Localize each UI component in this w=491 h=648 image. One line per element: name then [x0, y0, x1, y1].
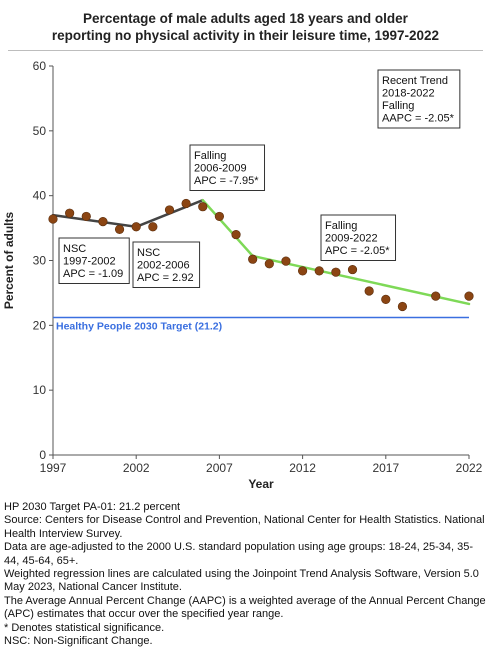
- annotation-nsc-2002-2006-line: NSC: [137, 247, 160, 259]
- data-point: [431, 291, 441, 301]
- footnote-regression: Weighted regression lines are calculated…: [4, 568, 479, 594]
- x-tick-label: 2002: [123, 461, 150, 475]
- annotation-nsc-2002-2006-line: APC = 2.92: [137, 272, 194, 284]
- annotation-nsc-2002-2006-line: 2002-2006: [137, 260, 190, 272]
- data-point: [381, 294, 391, 305]
- annotation-nsc-1997-2002-line: APC = -1.09: [63, 268, 123, 280]
- trend-segment-3: [201, 198, 254, 258]
- footnote-age-adjust: Data are age-adjusted to the 2000 U.S. s…: [4, 541, 474, 567]
- y-tick-label: 60: [33, 59, 47, 73]
- y-tick-label: 0: [39, 448, 46, 462]
- annotation-falling-2009-2022-line: Falling: [325, 220, 357, 232]
- data-point: [264, 259, 274, 269]
- chart-title-line-2: reporting no physical activity in their …: [51, 28, 440, 43]
- x-tick-label: 2017: [372, 461, 399, 475]
- footnote-nsc: NSC: Non-Significant Change.: [4, 635, 153, 648]
- annotation-recent-trend-line: AAPC = -2.05*: [382, 113, 455, 125]
- data-point: [48, 214, 58, 224]
- annotation-falling-2009-2022-frame: [320, 214, 397, 261]
- data-point: [164, 205, 175, 215]
- annotation-recent-trend-frame: [377, 69, 461, 129]
- data-point: [397, 301, 408, 312]
- data-point: [214, 211, 224, 222]
- y-tick-label: 20: [33, 318, 47, 332]
- data-point: [464, 291, 474, 301]
- footnote-aapc: The Average Annual Percent Change (AAPC)…: [4, 594, 486, 621]
- annotation-recent-trend-line: 2018-2022: [382, 88, 435, 100]
- x-tick-label: 2012: [289, 461, 316, 475]
- data-point: [98, 217, 108, 227]
- annotation-falling-2006-2009-line: APC = -7.95*: [194, 175, 259, 187]
- annotation-nsc-1997-2002-frame: [58, 237, 130, 284]
- annotation-falling-2006-2009-line: Falling: [194, 150, 226, 162]
- chart-title-line-1: Percentage of male adults aged 18 years …: [83, 11, 408, 26]
- data-point: [347, 264, 358, 275]
- y-tick-label: 30: [33, 254, 47, 268]
- trend-segment-1: [51, 213, 138, 229]
- data-point: [131, 222, 141, 232]
- data-point: [114, 224, 125, 234]
- title-divider: [8, 50, 483, 51]
- data-point: [81, 211, 91, 222]
- footnote-source: Source: Centers for Disease Control and …: [4, 514, 485, 540]
- data-point: [298, 266, 308, 276]
- y-tick-label: 40: [33, 189, 47, 203]
- annotation-falling-2009-2022-line: 2009-2022: [325, 233, 378, 245]
- data-point: [181, 198, 191, 209]
- x-tick-label: 1997: [40, 461, 67, 475]
- annotation-recent-trend-line: Recent Trend: [382, 75, 448, 87]
- footnotes: HP 2030 Target PA-01: 21.2 percent Sourc…: [4, 501, 488, 648]
- data-point: [248, 254, 258, 264]
- annotation-nsc-1997-2002-line: 1997-2002: [63, 256, 116, 268]
- x-tick-label: 2022: [456, 461, 483, 475]
- data-point: [314, 266, 324, 276]
- x-tick-label: 2007: [206, 461, 233, 475]
- annotation-falling-2009-2022-line: APC = -2.05*: [325, 245, 390, 257]
- annotation-nsc-1997-2002-line: NSC: [63, 243, 86, 255]
- chart-title: Percentage of male adults aged 18 years …: [0, 10, 491, 44]
- annotation-recent-trend-line: Falling: [382, 100, 414, 112]
- footnote-significance: * Denotes statistical significance.: [4, 621, 165, 634]
- chart: 0 10 20 30 40 50 60 1997 2002 2007 2012 2017 2022 Yea…: [2, 59, 483, 491]
- y-tick-label: 50: [33, 124, 47, 138]
- annotation-nsc-2002-2006-frame: [132, 241, 201, 288]
- data-point: [331, 267, 341, 277]
- data-point: [198, 202, 208, 212]
- data-point: [148, 222, 158, 232]
- x-axis-label: Year: [248, 477, 274, 491]
- annotation-falling-2006-2009-frame: [189, 144, 266, 191]
- footnote-target: HP 2030 Target PA-01: 21.2 percent: [4, 501, 181, 513]
- target-label: Healthy People 2030 Target (21.2): [56, 321, 222, 333]
- data-point: [231, 229, 241, 240]
- data-point: [364, 286, 374, 296]
- data-point: [281, 256, 291, 266]
- data-point: [65, 208, 75, 218]
- annotation-falling-2006-2009-line: 2006-2009: [194, 163, 247, 175]
- y-axis-label: Percent of adults: [2, 212, 16, 310]
- y-tick-label: 10: [33, 383, 47, 397]
